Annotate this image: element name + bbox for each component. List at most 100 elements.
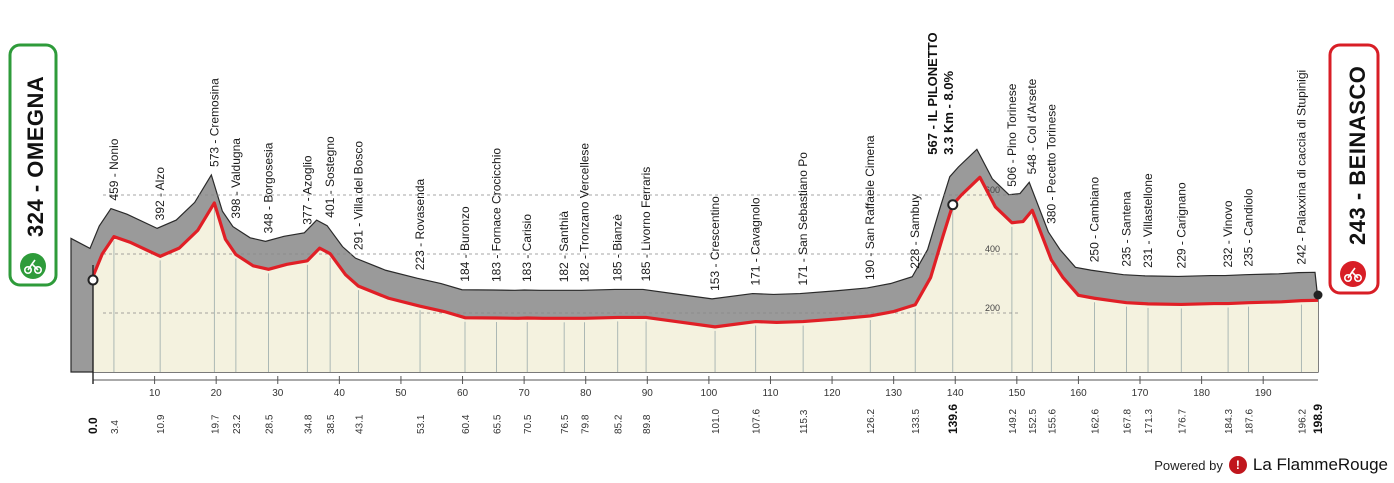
waypoint-label: 223 - Rovasenda — [413, 178, 427, 270]
waypoint-km-label: 107.6 — [752, 409, 763, 434]
waypoint-label: 229 - Carignano — [1174, 182, 1188, 268]
elevation-line — [91, 175, 1319, 329]
altitude-gridlines: 200 400 600 — [103, 185, 1020, 314]
waypoint-guidelines — [113, 206, 1302, 372]
profile-line — [91, 175, 1319, 329]
x-tick-label: 120 — [824, 388, 841, 399]
waypoint-km-label: 70.5 — [523, 414, 534, 434]
gridline-label: 600 — [985, 185, 1000, 195]
waypoint-km-label: 187.6 — [1244, 409, 1255, 434]
x-tick-label: 110 — [762, 388, 778, 399]
climb-summit-point — [947, 199, 959, 211]
waypoint-label: 392 - Alzo — [153, 167, 167, 221]
waypoint-label: 250 - Cambiano — [1087, 177, 1101, 263]
x-tick-label: 70 — [519, 388, 531, 399]
x-tick-label: 10 — [149, 388, 161, 399]
start-cyclist-glyph — [23, 259, 42, 274]
waypoint-label: 291 - Villa del Bosco — [351, 141, 365, 251]
start-badge: 324 - OMEGNA — [8, 43, 58, 287]
waypoint-km-label: 176.7 — [1177, 409, 1188, 434]
waypoint-km-label: 10.9 — [156, 414, 167, 434]
start-label: 324 - OMEGNA — [23, 76, 48, 237]
waypoint-km-label: 89.8 — [642, 414, 653, 434]
waypoint-label: 171 - San Sebastiano Po — [796, 152, 810, 286]
x-tick-label: 40 — [334, 388, 346, 399]
waypoint-km-label: 149.2 — [1008, 409, 1019, 434]
waypoint-km-label: 184.3 — [1224, 409, 1235, 434]
waypoint-labels: 0.0 3.4 10.9 19.7 23.2 28.5 34.8 38.5 43.1 53.1 60… — [86, 32, 1325, 434]
profile-area — [93, 177, 1318, 372]
finish-label: 243 - BEINASCO — [1345, 66, 1370, 245]
waypoint-label: 398 - Valdugna — [229, 138, 243, 219]
finish-badge: 243 - BEINASCO — [1328, 43, 1380, 295]
x-tick-label: 50 — [395, 388, 407, 399]
waypoint-km-label: 162.6 — [1090, 409, 1101, 434]
waypoint-label: 377 - Azoglio — [300, 155, 314, 225]
x-tick-label: 190 — [1255, 388, 1272, 399]
x-tick-label: 170 — [1132, 388, 1149, 399]
waypoint-km-label: 155.6 — [1047, 409, 1058, 434]
x-tick-label: 90 — [642, 388, 654, 399]
waypoint-label: 190 - San Raffaele Cimena — [863, 135, 877, 280]
x-tick-label: 180 — [1193, 388, 1210, 399]
waypoint-label: 183 - Carisio — [520, 214, 534, 282]
waypoint-label: 171 - Cavagnolo — [749, 197, 763, 285]
gridline-label: 200 — [985, 303, 1000, 313]
gridline-label: 400 — [985, 244, 1000, 254]
waypoint-km-label: 76.5 — [560, 414, 571, 434]
waypoint-label: 232 - Vinovo — [1221, 200, 1235, 267]
brand-name: La FlammeRouge — [1252, 455, 1388, 474]
waypoint-km-label: 85.2 — [614, 414, 625, 434]
waypoint-km-label: 133.5 — [911, 409, 922, 434]
climb-km-label: 139.6 — [946, 404, 960, 434]
waypoint-label: 348 - Borgosesia — [262, 142, 276, 233]
profile-fill — [93, 177, 1318, 372]
x-tick-label: 140 — [947, 388, 964, 399]
waypoint-km-label: 28.5 — [265, 414, 276, 434]
x-tick-label: 30 — [272, 388, 284, 399]
waypoint-km-label: 19.7 — [210, 414, 221, 434]
finish-km-label: 198.9 — [1311, 404, 1325, 434]
waypoint-label: 182 - Santhià — [557, 211, 571, 283]
waypoint-label: 459 - Nonio — [107, 138, 121, 200]
x-tick-label: 60 — [457, 388, 469, 399]
x-axis: 10 20 30 40 50 60 70 80 90 100 110 120 130 140 150 160 1… — [92, 265, 1318, 399]
waypoint-label: 235 - Santena — [1119, 191, 1133, 267]
waypoint-label: 235 - Candiolo — [1241, 188, 1255, 266]
waypoint-label: 185 - Livorno Ferraris — [639, 167, 653, 282]
x-tick-label: 80 — [580, 388, 592, 399]
waypoint-label: 231 - Villastellone — [1141, 173, 1155, 268]
waypoint-km-label: 196.2 — [1297, 409, 1308, 434]
waypoint-label: 185 - Bianzè — [611, 214, 625, 282]
waypoint-km-label: 171.3 — [1144, 409, 1155, 434]
finish-cyclist-glyph — [1344, 267, 1363, 282]
climb-name-label: 567 - IL PILONETTO — [925, 32, 940, 154]
waypoint-km-label: 167.8 — [1122, 409, 1133, 434]
waypoint-label: 153 - Crescentino — [708, 196, 722, 291]
waypoint-label: 401 - Sostegno — [323, 136, 337, 218]
waypoint-label: 573 - Cremosina — [207, 78, 221, 167]
waypoint-km-label: 38.5 — [326, 414, 337, 434]
climb-stats-label: 3.3 Km - 8.0% — [941, 70, 956, 154]
start-km-label: 0.0 — [86, 417, 100, 434]
waypoint-km-label: 79.8 — [580, 414, 591, 434]
waypoint-km-label: 43.1 — [354, 414, 365, 434]
waypoint-label: 242 - Palaxxina di caccia di Stupinigi — [1294, 70, 1308, 265]
waypoint-km-label: 126.2 — [866, 409, 877, 434]
waypoint-km-label: 53.1 — [416, 414, 427, 434]
waypoint-km-label: 115.3 — [799, 409, 810, 434]
waypoint-label: 183 - Fornace Crocicchio — [489, 148, 503, 282]
waypoint-km-label: 152.5 — [1028, 409, 1039, 434]
x-tick-label: 20 — [211, 388, 223, 399]
waypoint-label: 380 - Pecetto Torinese — [1044, 104, 1058, 224]
waypoint-km-label: 23.2 — [232, 414, 243, 434]
x-tick-label: 160 — [1070, 388, 1087, 399]
waypoint-km-label: 101.0 — [711, 409, 722, 434]
waypoint-label: 548 - Col d'Arsete — [1025, 78, 1039, 174]
x-tick-label: 100 — [701, 388, 718, 399]
x-tick-label: 130 — [885, 388, 902, 399]
waypoint-km-label: 65.5 — [492, 414, 503, 434]
waypoint-label: 184 - Buronzo — [458, 206, 472, 282]
start-point — [87, 274, 99, 286]
